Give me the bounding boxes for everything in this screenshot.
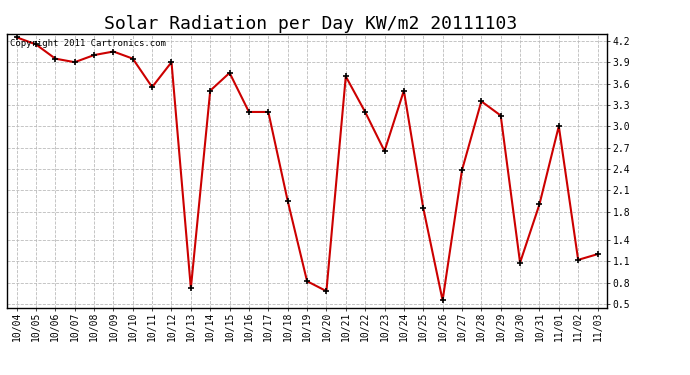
Text: Solar Radiation per Day KW/m2 20111103: Solar Radiation per Day KW/m2 20111103: [104, 15, 517, 33]
Text: Copyright 2011 Cartronics.com: Copyright 2011 Cartronics.com: [10, 39, 166, 48]
